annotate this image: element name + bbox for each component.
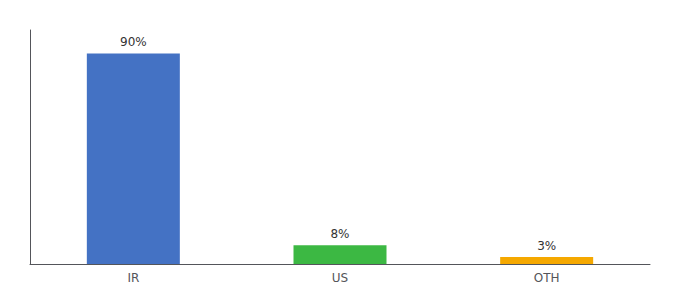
svg-text:3%: 3% [537, 239, 556, 253]
svg-text:OTH: OTH [534, 271, 560, 285]
svg-text:90%: 90% [120, 35, 147, 49]
svg-text:US: US [332, 271, 348, 285]
svg-text:IR: IR [127, 271, 139, 285]
svg-text:8%: 8% [330, 227, 349, 241]
